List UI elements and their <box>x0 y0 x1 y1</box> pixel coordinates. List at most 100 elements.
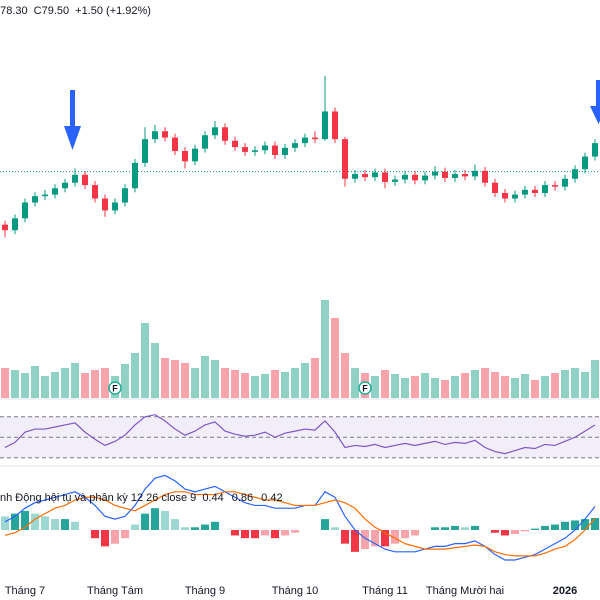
volume-bar <box>541 376 549 398</box>
volume-bar <box>441 380 449 398</box>
event-label: F <box>362 383 368 393</box>
candle-body <box>252 150 258 152</box>
volume-bar <box>511 378 519 398</box>
macd-histogram-bar <box>71 521 79 530</box>
volume-bar <box>281 372 289 398</box>
candle-body <box>512 194 518 199</box>
macd-histogram-bar <box>11 513 19 530</box>
event-marker <box>358 381 372 395</box>
candle-body <box>552 185 558 187</box>
candle-body <box>382 172 388 182</box>
volume-bar <box>21 373 29 398</box>
macd-histogram-bar <box>561 521 569 530</box>
candle-body <box>442 171 448 178</box>
macd-histogram-bar <box>141 513 149 530</box>
volume-bar <box>581 372 589 398</box>
macd-histogram-bar <box>371 530 379 547</box>
x-tick-label: Tháng 9 <box>185 585 225 597</box>
volume-bar <box>251 376 259 398</box>
candle-body <box>402 174 408 180</box>
macd-histogram-bar <box>491 530 499 533</box>
candle-body <box>212 127 218 136</box>
candle-body <box>352 174 358 179</box>
macd-histogram-bar <box>151 508 159 530</box>
volume-bar <box>301 363 309 398</box>
candle-body <box>112 202 118 211</box>
candle-body <box>132 162 138 189</box>
volume-bar <box>401 378 409 398</box>
volume-bar <box>341 353 349 398</box>
macd-histogram-bar <box>391 530 399 544</box>
rsi-pane <box>0 414 600 459</box>
volume-bar <box>11 370 19 398</box>
candle-body <box>502 193 508 199</box>
volume-bar <box>321 300 329 398</box>
x-tick-label: Tháng Tám <box>87 585 143 597</box>
arrow <box>590 80 600 124</box>
macd-histogram-bar <box>231 530 239 536</box>
volume-bar <box>121 364 129 398</box>
macd-histogram-bar <box>171 519 179 530</box>
indicator-title: nh Động hội tụ và phân kỳ 12 26 close 9 <box>0 492 196 504</box>
candle-body <box>182 151 188 162</box>
x-tick-label: Tháng 10 <box>272 585 318 597</box>
rsi-line <box>4 414 596 455</box>
x-tick-label: Tháng 7 <box>5 585 45 597</box>
macd-histogram-bar <box>251 530 259 539</box>
indicator-value: 0.42 <box>261 492 282 504</box>
volume-bar <box>331 318 339 398</box>
event-marker <box>108 381 122 395</box>
macd-histogram-bar <box>511 530 519 535</box>
volume-bar <box>421 373 429 398</box>
macd-histogram-bar <box>241 530 249 539</box>
macd-histogram-bar <box>451 525 459 530</box>
x-tick-label: Tháng 11 <box>362 585 408 597</box>
candle-body <box>422 175 428 181</box>
macd-histogram-bar <box>261 530 269 536</box>
event-label: F <box>112 383 118 393</box>
macd-histogram-bar <box>121 530 129 539</box>
volume-bar <box>591 360 599 398</box>
header-value: L78.30 <box>0 5 28 17</box>
macd-histogram-bar <box>581 519 589 530</box>
macd-histogram-bar <box>361 530 369 550</box>
macd-histogram-bar <box>471 525 479 530</box>
candle-body <box>72 174 78 183</box>
volume-bar <box>131 353 139 398</box>
header: L78.30 C79.50 +1.50 (+1.92%) <box>0 5 151 17</box>
candle-body <box>372 172 378 178</box>
candle-body <box>482 170 488 183</box>
candle-body <box>92 185 98 199</box>
volume-bar <box>81 373 89 398</box>
candle-body <box>532 189 538 193</box>
volume-bar <box>411 376 419 398</box>
macd-histogram-bar <box>591 518 599 530</box>
candle-body <box>82 174 88 186</box>
x-tick-label: Tháng Mười hai <box>426 585 504 597</box>
macd-histogram-bar <box>131 524 139 530</box>
time-axis: Tháng 7 Tháng Tám Tháng 9 Tháng 10 Tháng 11 T… <box>5 585 577 597</box>
volume-bar <box>501 376 509 398</box>
volume-bar <box>91 370 99 398</box>
volume-bar <box>311 358 319 398</box>
macd-histogram-bar <box>521 530 529 532</box>
candle-body <box>592 143 598 157</box>
volume-bar <box>221 368 229 398</box>
candle-body <box>282 147 288 155</box>
candle-body <box>272 145 278 155</box>
candle-body <box>22 202 28 219</box>
price-pane <box>0 75 600 238</box>
macd-histogram-bar <box>501 530 509 536</box>
header-value: +1.50 (+1.92%) <box>75 5 151 17</box>
candle-body <box>452 174 458 178</box>
candle-body <box>2 224 8 231</box>
macd-histogram-bar <box>61 519 69 530</box>
candle-body <box>42 194 48 197</box>
candle-body <box>52 188 58 195</box>
macd-histogram-bar <box>271 530 279 539</box>
volume-bar <box>471 370 479 398</box>
macd-histogram-bar <box>111 530 119 544</box>
macd-histogram-bar <box>541 525 549 530</box>
